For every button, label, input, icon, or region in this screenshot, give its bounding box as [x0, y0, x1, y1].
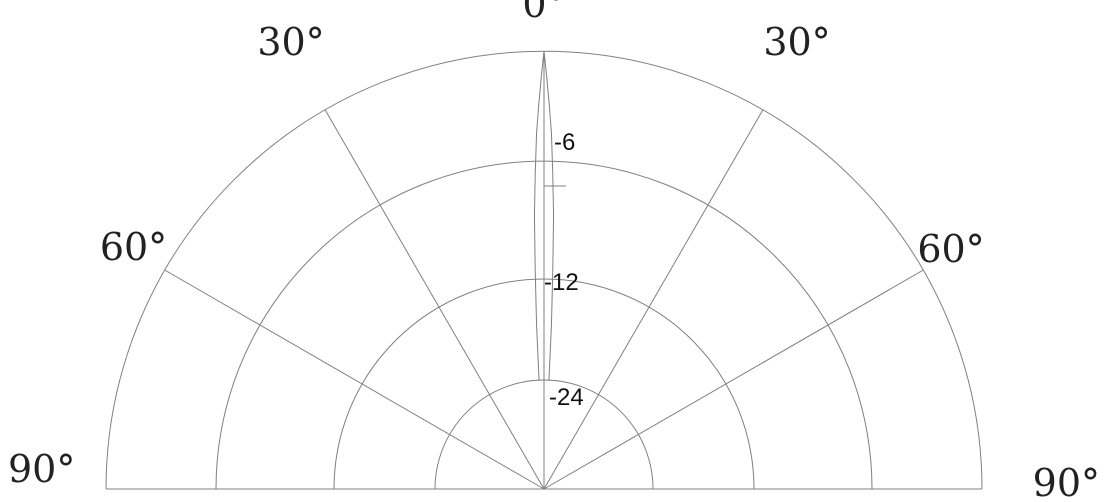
angle-label-left-30: 30° [257, 20, 324, 64]
ring-label-2: -6 [554, 129, 575, 156]
spoke-right-30 [543, 109, 764, 490]
beam-pattern-series [533, 50, 566, 381]
spoke-left-60 [164, 269, 545, 490]
angle-labels: 90° 60° 30° 0° 30° 60° 90° [8, 0, 1100, 502]
ring-label-4: -24 [549, 384, 584, 411]
spoke-right-60 [543, 269, 924, 490]
angle-label-left-60: 60° [100, 225, 167, 269]
angle-label-right-30: 30° [763, 20, 830, 64]
spoke-left-30 [324, 109, 545, 490]
angle-label-right-90: 90° [1033, 461, 1100, 502]
angle-label-right-60: 60° [917, 227, 984, 271]
angle-label-0: 0° [522, 0, 565, 26]
beam-pattern-line-1 [533, 50, 555, 381]
grid-spokes [164, 51, 924, 490]
angle-label-left-90: 90° [8, 447, 75, 491]
ring-label-3: -12 [544, 269, 579, 296]
ring-labels: -6 -12 -24 [544, 129, 584, 411]
